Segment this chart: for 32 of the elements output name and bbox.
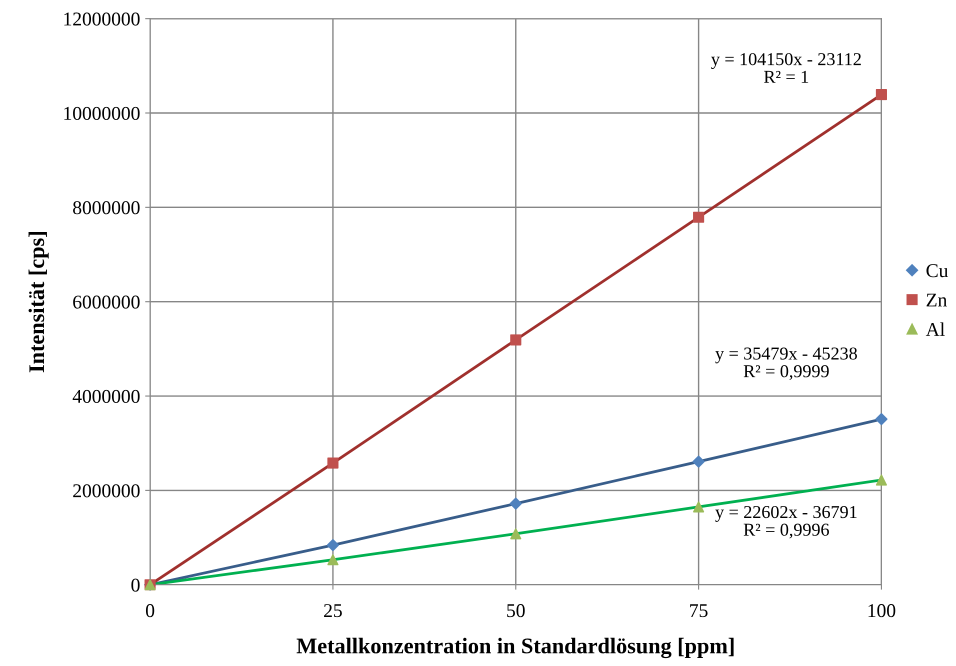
y-tick-label: 0 [131,578,140,592]
y-axis-title: Intensität [cps] [28,232,49,372]
annotation: y = 35479x - 45238 R² = 0,9999 [715,347,857,380]
point [693,501,704,512]
point [510,334,522,346]
annotation: y = 22602x - 36791 R² = 0,9996 [715,506,857,538]
point [327,554,338,566]
y-tick-label: 12000000 [64,12,140,26]
point [875,413,888,426]
point [510,528,522,540]
point [327,457,338,469]
point [876,474,887,486]
x-tick-label: 0 [146,604,154,618]
y-tick-label: 10000000 [64,106,140,120]
legend-label: Zn [926,294,947,306]
legend-label: Al [926,322,945,336]
annotation: y = 104150x - 23112 R² = 1 [711,53,861,83]
x-tick-label: 50 [507,604,525,618]
point [510,498,522,510]
point [876,89,887,100]
point [692,456,705,468]
y-tick-label: 4000000 [72,390,140,403]
y-tick-label: 8000000 [73,201,140,214]
x-tick-label: 100 [868,604,896,618]
x-axis-title: Metallkonzentration in Standardlösung [ppm] [296,638,734,658]
x-tick-label: 75 [690,604,708,618]
legend-label: Cu [926,264,948,278]
y-tick-label: 2000000 [73,484,140,498]
point [326,539,340,552]
point [693,212,704,223]
y-tick-label: 6000000 [73,296,140,309]
x-tick-label: 25 [324,604,342,618]
